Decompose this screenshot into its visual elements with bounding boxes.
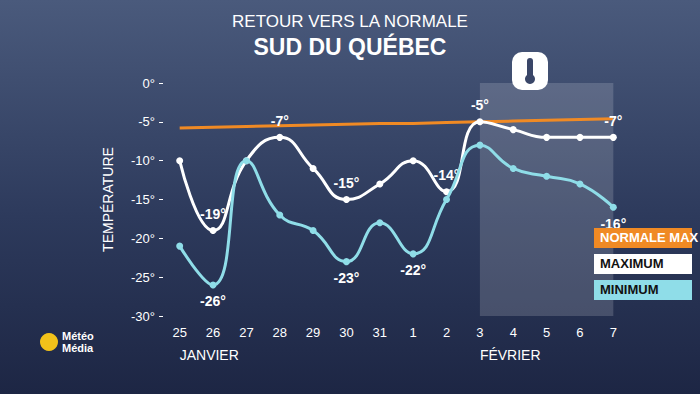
svg-text:30: 30 — [339, 325, 353, 340]
svg-text:-22°: -22° — [400, 262, 426, 278]
svg-text:-5°: -5° — [138, 114, 155, 129]
svg-text:28: 28 — [273, 325, 287, 340]
svg-text:31: 31 — [373, 325, 387, 340]
svg-text:TEMPÉRATURE: TEMPÉRATURE — [100, 147, 116, 252]
svg-text:-30°: -30° — [131, 309, 155, 324]
svg-text:JANVIER: JANVIER — [180, 347, 239, 363]
svg-text:1: 1 — [410, 325, 417, 340]
svg-text:29: 29 — [306, 325, 320, 340]
svg-text:-15°: -15° — [334, 175, 360, 191]
svg-text:2: 2 — [443, 325, 450, 340]
svg-text:-7°: -7° — [604, 113, 622, 129]
svg-text:MAXIMUM: MAXIMUM — [600, 256, 664, 271]
svg-text:27: 27 — [239, 325, 253, 340]
svg-text:-23°: -23° — [334, 270, 360, 286]
svg-text:-16°: -16° — [600, 215, 627, 232]
svg-text:4: 4 — [510, 325, 517, 340]
svg-text:3: 3 — [476, 325, 483, 340]
svg-text:-26°: -26° — [200, 293, 226, 309]
svg-text:-14°: -14° — [433, 167, 460, 184]
svg-text:-5°: -5° — [471, 97, 489, 113]
svg-text:NORMALE MAX: NORMALE MAX — [600, 230, 699, 245]
svg-text:RETOUR VERS LA NORMALE: RETOUR VERS LA NORMALE — [232, 12, 468, 31]
svg-text:Média: Média — [62, 342, 94, 354]
svg-text:-19°: -19° — [200, 206, 226, 222]
svg-text:25: 25 — [172, 325, 186, 340]
svg-text:6: 6 — [576, 325, 583, 340]
svg-text:-15°: -15° — [131, 192, 155, 207]
svg-text:0°: 0° — [143, 76, 155, 91]
svg-text:SUD DU QUÉBEC: SUD DU QUÉBEC — [254, 33, 447, 60]
svg-text:-25°: -25° — [131, 270, 155, 285]
svg-text:5: 5 — [543, 325, 550, 340]
svg-text:-7°: -7° — [271, 113, 289, 129]
svg-text:-20°: -20° — [131, 231, 155, 246]
svg-text:MINIMUM: MINIMUM — [600, 282, 659, 297]
svg-text:Météo: Météo — [62, 330, 94, 342]
svg-text:26: 26 — [206, 325, 220, 340]
svg-text:FÉVRIER: FÉVRIER — [480, 347, 541, 363]
svg-text:7: 7 — [610, 325, 617, 340]
svg-text:-10°: -10° — [131, 153, 155, 168]
